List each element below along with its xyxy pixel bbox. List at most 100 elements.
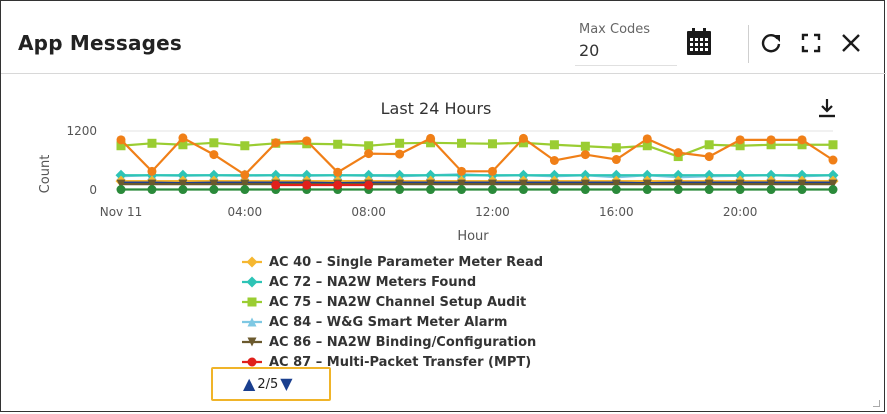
- data-point: [270, 169, 282, 181]
- data-point: [487, 166, 497, 176]
- data-point: [457, 138, 467, 148]
- data-point: [611, 155, 621, 165]
- data-point: [735, 179, 745, 189]
- card-header: App Messages Max Codes 20: [1, 1, 886, 74]
- data-point: [610, 169, 622, 181]
- data-point: [797, 140, 807, 150]
- data-point: [457, 185, 467, 195]
- legend-item[interactable]: AC 87 – Multi-Packet Transfer (MPT): [241, 352, 543, 372]
- x-tick-label: 20:00: [723, 205, 758, 219]
- data-point: [828, 185, 838, 195]
- data-point: [457, 179, 467, 189]
- data-point: [116, 141, 126, 151]
- data-point: [426, 133, 436, 143]
- data-point: [548, 169, 560, 181]
- data-point: [394, 169, 406, 181]
- legend-label: AC 87 – Multi-Packet Transfer (MPT): [269, 354, 532, 370]
- x-tick-label: 08:00: [351, 205, 386, 219]
- data-point: [579, 169, 591, 181]
- data-point: [765, 169, 777, 181]
- download-icon[interactable]: [814, 95, 840, 121]
- data-point: [797, 135, 807, 145]
- data-point: [147, 185, 157, 195]
- data-point: [116, 185, 126, 195]
- data-point: [246, 256, 258, 268]
- data-point: [395, 185, 405, 195]
- legend-item[interactable]: AC 72 – NA2W Meters Found: [241, 272, 543, 292]
- series-line: [120, 141, 833, 158]
- data-point: [611, 185, 621, 195]
- legend-item[interactable]: AC 40 – Single Parameter Meter Read: [241, 252, 543, 272]
- data-point: [549, 156, 559, 165]
- legend-label: AC 75 – NA2W Channel Setup Audit: [269, 294, 527, 310]
- refresh-icon[interactable]: [758, 29, 784, 57]
- legend-item[interactable]: AC 84 – W&G Smart Meter Alarm: [241, 312, 543, 332]
- data-point: [704, 185, 714, 195]
- data-point: [796, 169, 808, 181]
- max-codes-value[interactable]: 20: [579, 41, 600, 60]
- data-point: [704, 152, 714, 162]
- legend-item[interactable]: AC 75 – NA2W Channel Setup Audit: [241, 292, 543, 312]
- legend-pager: ▲ 2/5 ▼: [211, 367, 331, 401]
- data-point: [641, 169, 653, 181]
- data-point: [247, 317, 257, 327]
- data-point: [247, 357, 257, 367]
- data-point: [642, 134, 652, 144]
- data-point: [247, 297, 257, 307]
- legend-label: AC 84 – W&G Smart Meter Alarm: [269, 314, 508, 330]
- legend-page-down-button[interactable]: ▼: [280, 374, 293, 393]
- series-2: [116, 138, 838, 162]
- data-point: [735, 135, 745, 145]
- data-point: [301, 169, 313, 181]
- data-point: [734, 169, 746, 181]
- data-point: [240, 170, 250, 180]
- data-point: [487, 139, 497, 149]
- data-point: [116, 179, 126, 189]
- data-point: [395, 179, 405, 189]
- data-point: [177, 169, 189, 181]
- calendar-icon[interactable]: [683, 25, 715, 59]
- data-point: [240, 179, 250, 189]
- data-point: [518, 185, 528, 195]
- header-divider: [748, 25, 749, 63]
- data-point: [673, 148, 683, 158]
- data-point: [395, 138, 405, 148]
- data-point: [246, 276, 258, 288]
- max-codes-field[interactable]: Max Codes 20: [575, 19, 677, 65]
- data-point: [827, 169, 839, 181]
- max-codes-label: Max Codes: [579, 22, 651, 37]
- legend-label: AC 72 – NA2W Meters Found: [269, 274, 477, 290]
- data-point: [828, 140, 838, 150]
- data-point: [673, 185, 683, 195]
- data-point: [642, 179, 652, 189]
- chart-legend: AC 40 – Single Parameter Meter Read AC 72…: [241, 252, 543, 372]
- data-point: [178, 185, 188, 195]
- data-point: [735, 185, 745, 195]
- data-point: [611, 179, 621, 189]
- expand-icon[interactable]: [798, 30, 824, 56]
- legend-marker-icon: [242, 317, 262, 327]
- series-6: [116, 133, 838, 180]
- data-point: [457, 166, 467, 176]
- resize-handle[interactable]: [873, 400, 880, 407]
- data-point: [735, 141, 745, 151]
- legend-page-up-button[interactable]: ▲: [243, 374, 256, 393]
- data-point: [208, 169, 220, 181]
- data-point: [549, 140, 559, 150]
- series-line: [120, 136, 834, 177]
- legend-item[interactable]: AC 86 – NA2W Binding/Configuration: [241, 332, 543, 352]
- data-point: [549, 185, 559, 195]
- close-icon[interactable]: [838, 29, 864, 57]
- data-point: [209, 138, 219, 148]
- data-point: [209, 179, 219, 189]
- data-point: [580, 150, 590, 160]
- series-5: [271, 180, 374, 190]
- data-point: [364, 149, 374, 159]
- data-point: [426, 179, 436, 189]
- data-point: [333, 180, 343, 190]
- data-point: [147, 166, 157, 176]
- legend-label: AC 40 – Single Parameter Meter Read: [269, 254, 544, 270]
- data-point: [333, 139, 343, 149]
- data-point: [240, 185, 250, 195]
- data-point: [178, 133, 188, 143]
